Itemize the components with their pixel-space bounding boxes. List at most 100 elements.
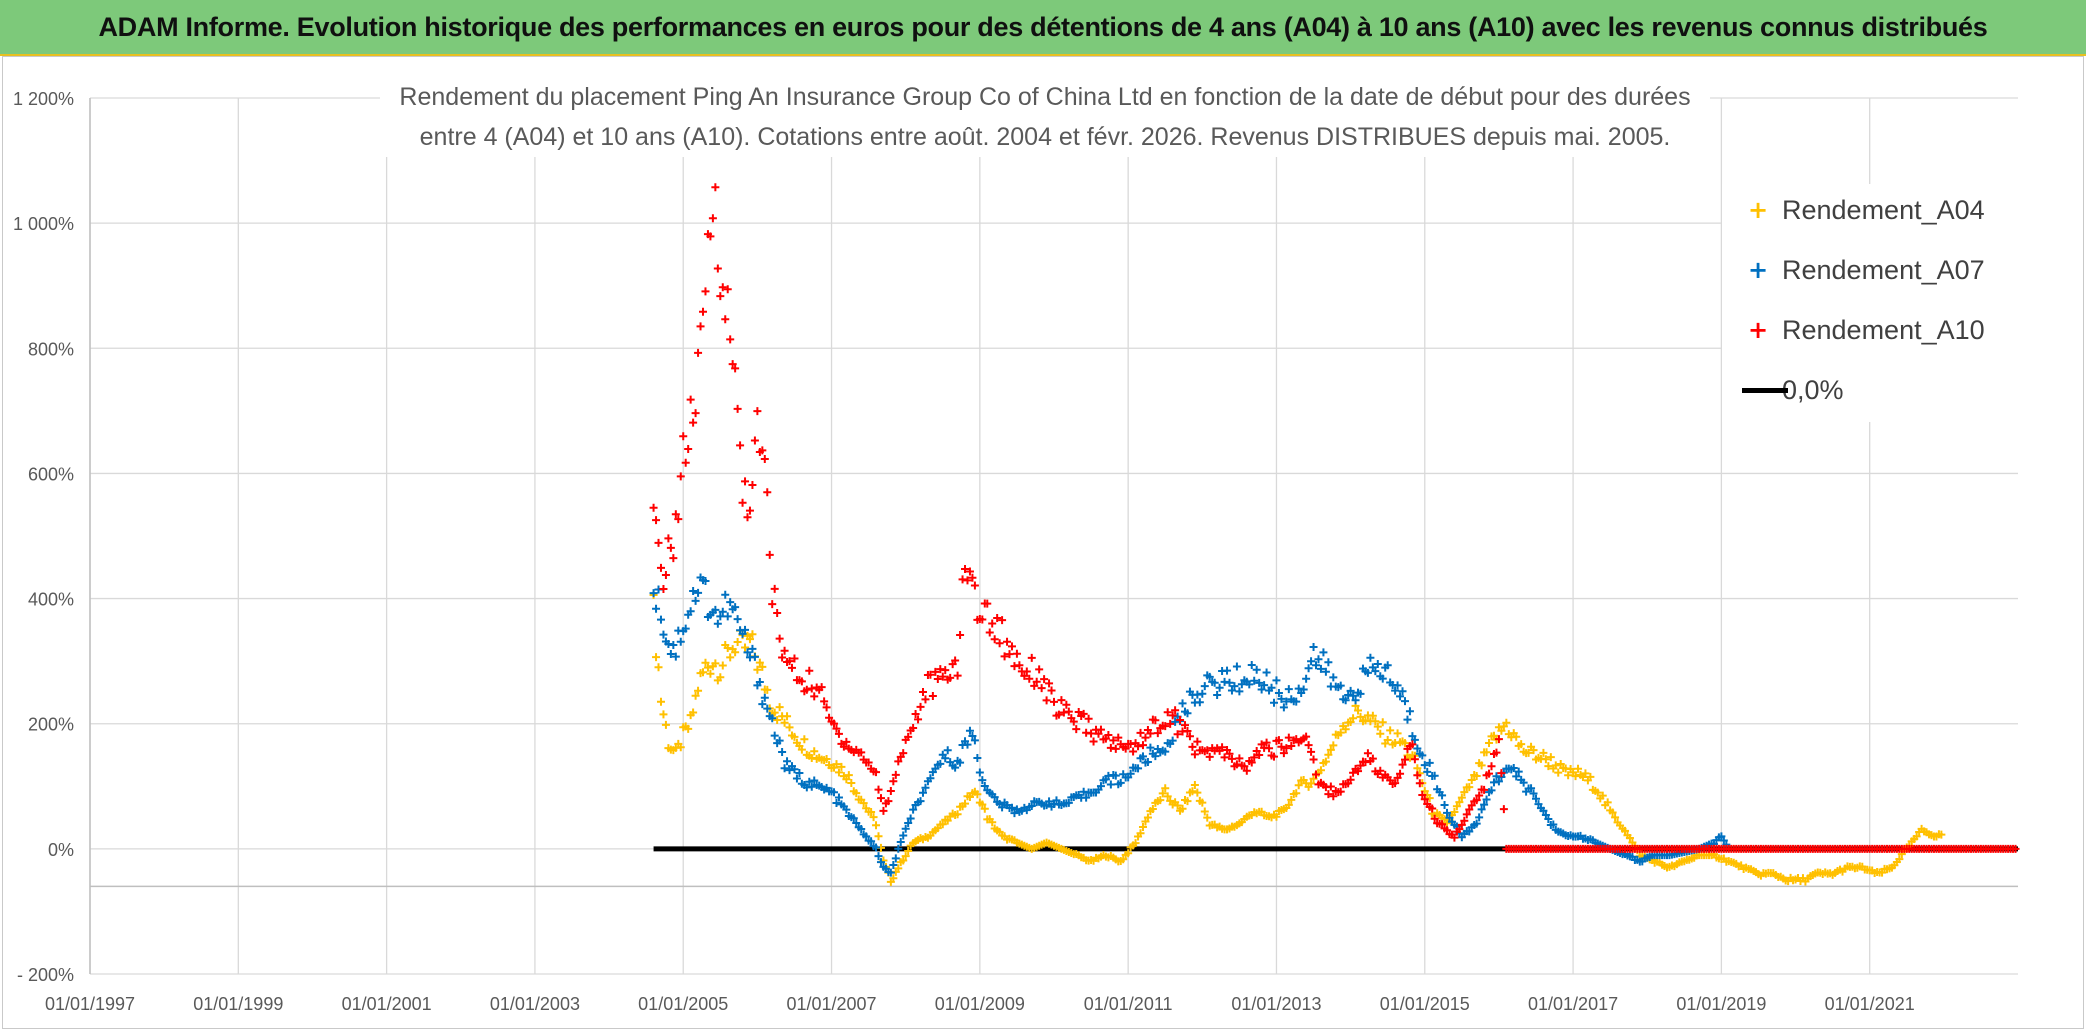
y-tick-label: - 200% (17, 965, 74, 985)
series-a10-marker (701, 287, 710, 296)
x-tick-label: 01/01/2019 (1676, 994, 1766, 1014)
series-a10-marker (1094, 729, 1103, 738)
series-a10-marker (889, 777, 898, 786)
series-a10-marker (1282, 744, 1291, 753)
series-a07-marker (1126, 769, 1135, 778)
series-a07-marker (1719, 836, 1728, 845)
chart-title: Rendement du placement Ping An Insurance… (380, 77, 1710, 157)
series-a07-marker (780, 764, 789, 773)
series-a07-marker (807, 782, 816, 791)
series-a10-marker (1035, 665, 1044, 674)
series-a07-marker (1363, 668, 1372, 677)
series-a10-marker (1309, 755, 1318, 764)
series-a07-marker (1366, 653, 1375, 662)
series-a07-marker (805, 777, 814, 786)
series-a07-marker (1403, 715, 1412, 724)
series-a10-marker (864, 758, 873, 767)
series-a07-marker (656, 615, 665, 624)
series-a07-marker (872, 843, 881, 852)
series-a04-marker (1611, 813, 1620, 822)
series-a07-marker (830, 788, 839, 797)
series-a07-marker (1257, 685, 1266, 694)
series-a10-marker (743, 513, 752, 522)
series-a07-marker (1398, 687, 1407, 696)
series-a07-marker (1494, 777, 1503, 786)
series-a07-marker (1539, 806, 1548, 815)
series-a10-marker (1163, 708, 1172, 717)
series-a10-marker (775, 634, 784, 643)
series-a10-marker (926, 670, 935, 679)
series-a10-marker (748, 481, 757, 490)
series-a04-marker (1413, 764, 1422, 773)
series-a10-marker (1393, 773, 1402, 782)
series-a04-marker (1472, 772, 1481, 781)
series-a07-marker (926, 774, 935, 783)
series-a10-marker (1269, 752, 1278, 761)
series-a07-marker (1445, 813, 1454, 822)
series-a04-marker (1371, 717, 1380, 726)
series-a10-marker (758, 446, 767, 455)
series-a10-marker (790, 654, 799, 663)
y-tick-label: 200% (28, 715, 74, 735)
series-a10-marker (768, 600, 777, 609)
series-a04-marker (726, 653, 735, 662)
series-a07-marker (1378, 674, 1387, 683)
series-a07-marker (1329, 673, 1338, 682)
series-a07-marker (1549, 820, 1558, 829)
series-a04-marker (1287, 795, 1296, 804)
series-a10-marker (1354, 767, 1363, 776)
series-a04-marker (980, 804, 989, 813)
series-a10-marker (654, 538, 663, 547)
series-a07-marker (1230, 682, 1239, 691)
series-a10-marker (1265, 744, 1274, 753)
series-rendement_a07 (649, 573, 1731, 877)
series-a07-marker (867, 837, 876, 846)
series-a07-marker (1477, 805, 1486, 814)
series-a10-marker (810, 692, 819, 701)
series-a07-marker (743, 648, 752, 657)
y-tick-label: 800% (28, 339, 74, 359)
series-a07-marker (1391, 686, 1400, 695)
series-a07-marker (1393, 681, 1402, 690)
series-a04-marker (1895, 855, 1904, 864)
series-a07-marker (842, 805, 851, 814)
series-a07-marker (1292, 697, 1301, 706)
y-tick-label: 0% (48, 840, 74, 860)
x-tick-label: 01/01/1999 (193, 994, 283, 1014)
series-a07-marker (1519, 778, 1528, 787)
series-a07-marker (713, 619, 722, 628)
series-a10-marker (921, 695, 930, 704)
series-a07-marker (1245, 680, 1254, 689)
series-a04-marker (706, 669, 715, 678)
series-a04-marker (1193, 788, 1202, 797)
series-a04-marker (689, 708, 698, 717)
series-a04-marker (694, 686, 703, 695)
series-a10-marker (1203, 746, 1212, 755)
series-a10-marker (931, 667, 940, 676)
series-a07-marker (862, 832, 871, 841)
series-a07-marker (1321, 667, 1330, 676)
series-a04-marker (1502, 718, 1511, 727)
series-a04-marker (1190, 781, 1199, 790)
series-a04-marker (733, 637, 742, 646)
series-a07-marker (1512, 772, 1521, 781)
x-tick-label: 01/01/2009 (935, 994, 1025, 1014)
series-a07-marker (876, 858, 885, 867)
series-a10-marker (995, 639, 1004, 648)
series-a10-marker (1045, 679, 1054, 688)
series-a04-marker (763, 685, 772, 694)
series-a10-marker (1250, 753, 1259, 762)
series-a07-marker (963, 740, 972, 749)
series-a07-marker (1425, 758, 1434, 767)
series-a04-marker (832, 760, 841, 769)
series-a10-marker (1114, 733, 1123, 742)
series-a07-marker (1205, 672, 1214, 681)
series-a10-marker (711, 183, 720, 192)
series-a07-marker (886, 868, 895, 877)
series-a10-marker (1079, 709, 1088, 718)
series-a04-marker (869, 813, 878, 822)
series-a10-marker (941, 666, 950, 675)
series-a04-marker (1554, 768, 1563, 777)
series-a10-marker (1218, 743, 1227, 752)
series-a04-marker (1307, 779, 1316, 788)
